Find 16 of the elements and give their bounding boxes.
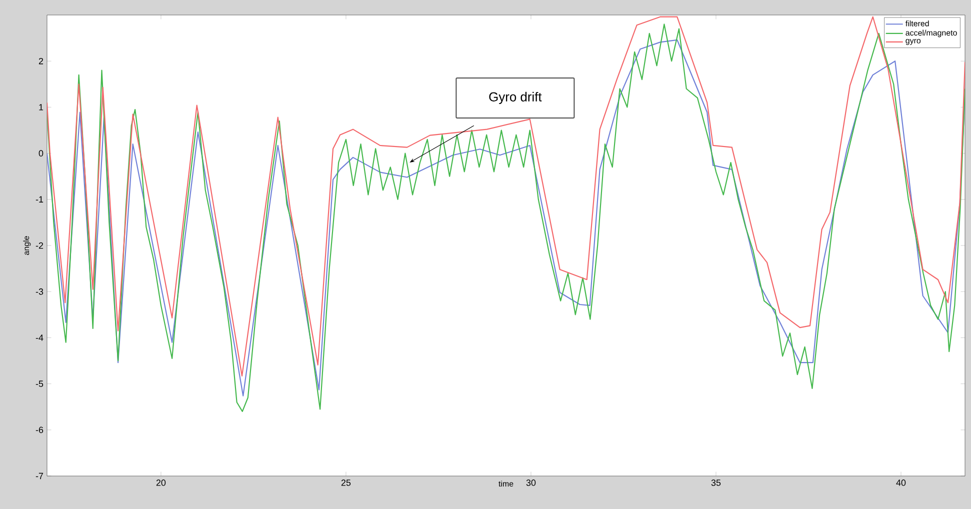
- y-tick-label: -5: [36, 380, 44, 387]
- x-tick-label: 35: [711, 480, 721, 486]
- y-tick-label: -3: [36, 288, 44, 295]
- y-tick-label: 1: [39, 104, 44, 110]
- y-tick-label: -1: [36, 196, 44, 202]
- y-tick-label: -7: [36, 472, 44, 480]
- y-tick-label: -4: [36, 334, 44, 341]
- x-tick-label: 30: [526, 480, 536, 486]
- annotation: Gyro drift: [489, 92, 542, 104]
- x-tick-label: 25: [341, 480, 351, 486]
- y-tick-label: -2: [36, 242, 44, 249]
- y-tick-label: -6: [36, 426, 44, 434]
- y-tick-label: 0: [38, 150, 44, 156]
- x-tick-label: 40: [896, 480, 906, 486]
- y-tick-label: 2: [38, 58, 44, 64]
- x-tick-label: 20: [156, 480, 166, 486]
